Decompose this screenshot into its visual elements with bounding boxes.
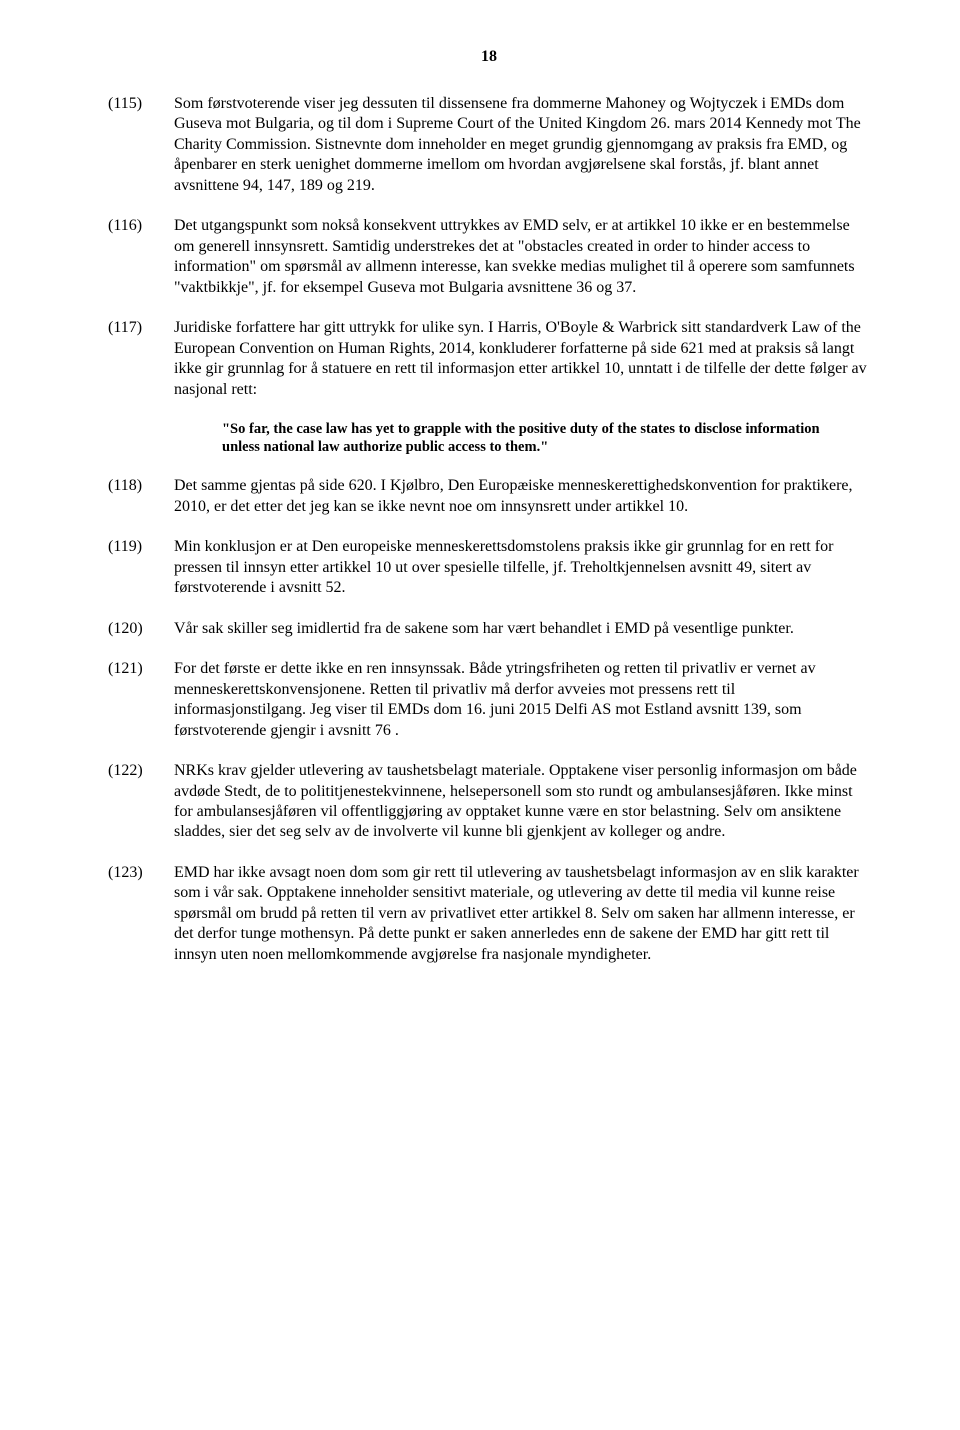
paragraph-123: (123) EMD har ikke avsagt noen dom som g… <box>108 863 870 965</box>
paragraph-117: (117) Juridiske forfattere har gitt uttr… <box>108 318 870 400</box>
paragraph-body: Det samme gjentas på side 620. I Kjølbro… <box>174 476 870 517</box>
paragraph-120: (120) Vår sak skiller seg imidlertid fra… <box>108 619 870 639</box>
paragraph-body: EMD har ikke avsagt noen dom som gir ret… <box>174 863 870 965</box>
paragraph-body: Vår sak skiller seg imidlertid fra de sa… <box>174 619 870 639</box>
page-number: 18 <box>108 48 870 66</box>
paragraph-number: (116) <box>108 216 174 298</box>
paragraph-119: (119) Min konklusjon er at Den europeisk… <box>108 537 870 598</box>
paragraph-number: (122) <box>108 761 174 843</box>
paragraph-118: (118) Det samme gjentas på side 620. I K… <box>108 476 870 517</box>
paragraph-number: (123) <box>108 863 174 965</box>
block-quote: "So far, the case law has yet to grapple… <box>174 420 870 456</box>
paragraph-number: (119) <box>108 537 174 598</box>
paragraph-body: NRKs krav gjelder utlevering av taushets… <box>174 761 870 843</box>
paragraph-body: Min konklusjon er at Den europeiske menn… <box>174 537 870 598</box>
paragraph-number: (121) <box>108 659 174 741</box>
paragraph-number: (115) <box>108 94 174 196</box>
paragraph-122: (122) NRKs krav gjelder utlevering av ta… <box>108 761 870 843</box>
document-page: 18 (115) Som førstvoterende viser jeg de… <box>0 0 960 1045</box>
paragraph-body: Det utgangspunkt som nokså konsekvent ut… <box>174 216 870 298</box>
paragraph-number: (120) <box>108 619 174 639</box>
paragraph-number: (117) <box>108 318 174 400</box>
paragraph-body: For det første er dette ikke en ren inns… <box>174 659 870 741</box>
paragraph-115: (115) Som førstvoterende viser jeg dessu… <box>108 94 870 196</box>
paragraph-body: Som førstvoterende viser jeg dessuten ti… <box>174 94 870 196</box>
paragraph-121: (121) For det første er dette ikke en re… <box>108 659 870 741</box>
paragraph-body: Juridiske forfattere har gitt uttrykk fo… <box>174 318 870 400</box>
paragraph-number: (118) <box>108 476 174 517</box>
paragraph-116: (116) Det utgangspunkt som nokså konsekv… <box>108 216 870 298</box>
